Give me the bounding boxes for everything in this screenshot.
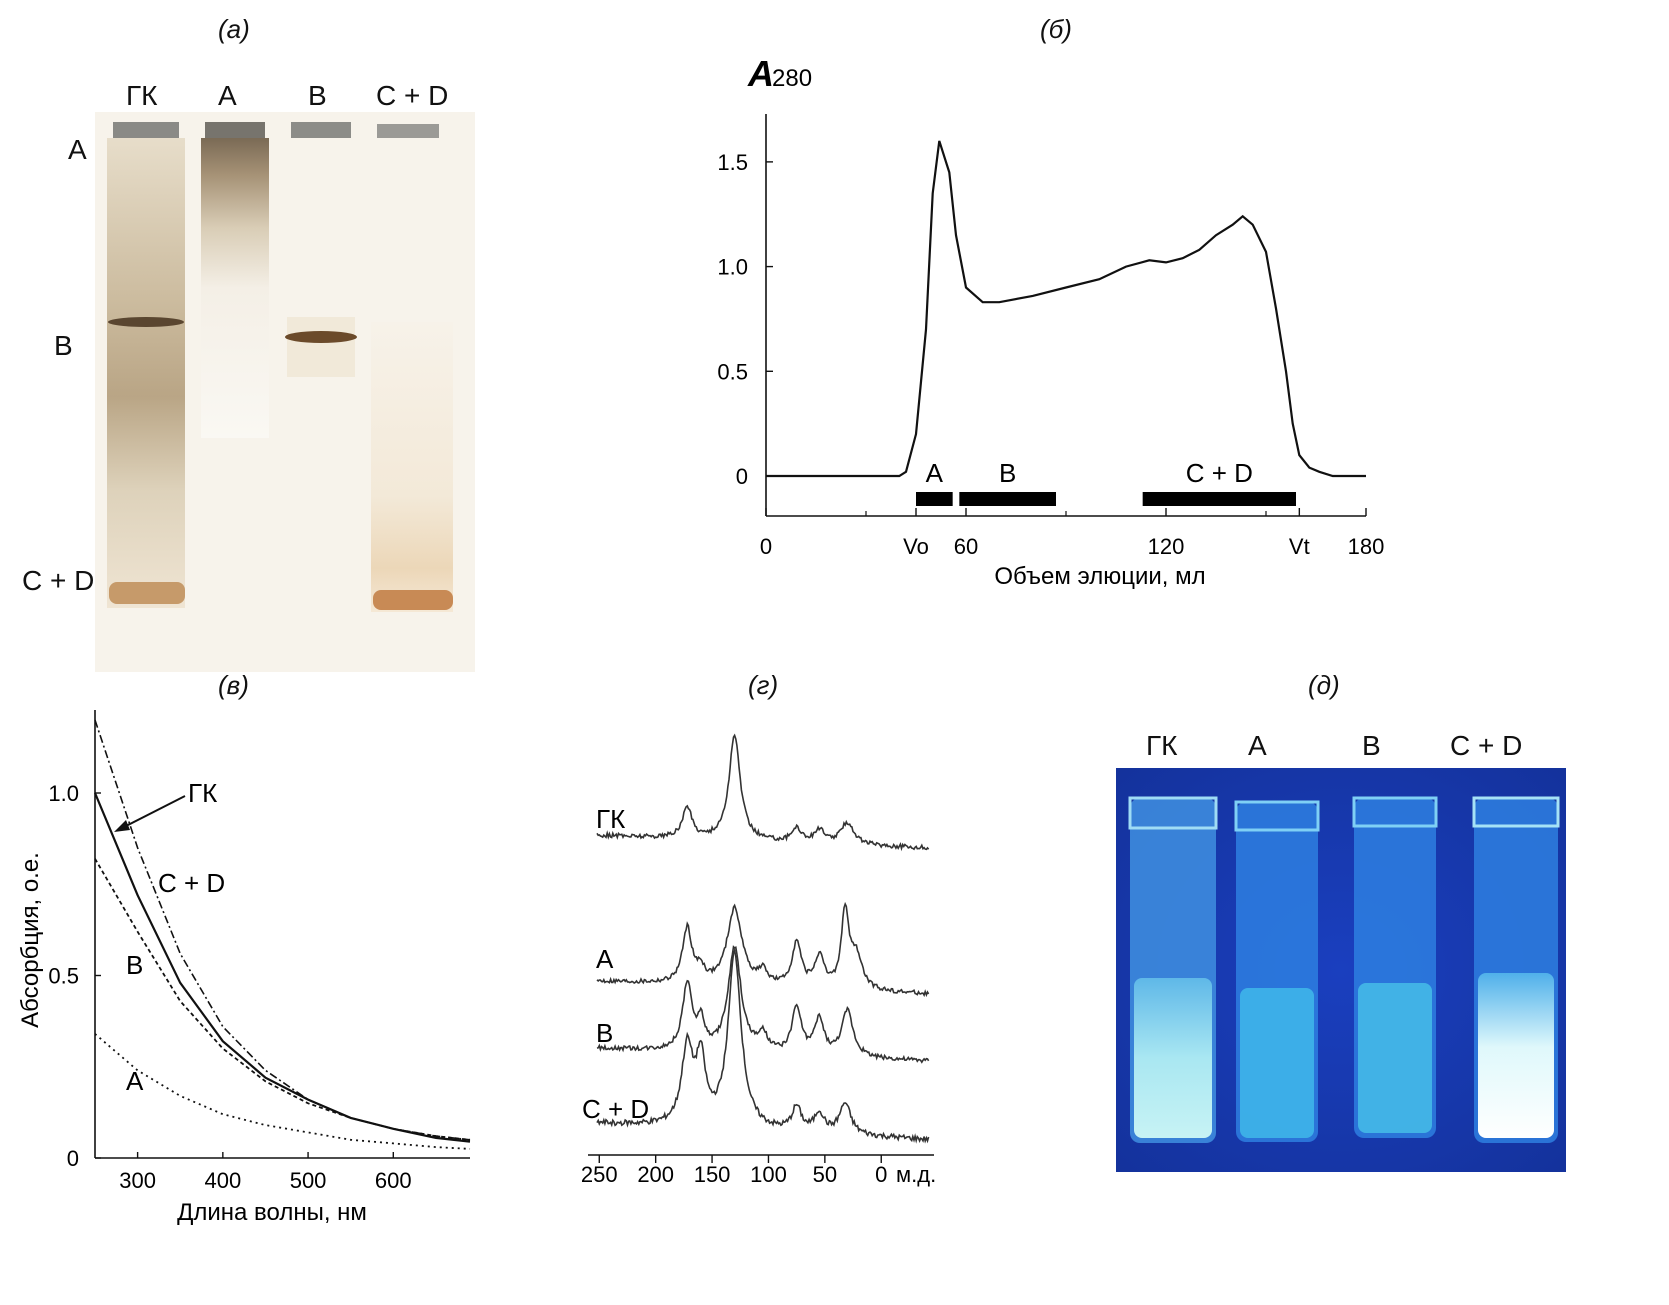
chromatogram-y-tick-label: 1.5 (717, 150, 748, 175)
cuvette-photo (1116, 768, 1566, 1172)
nmr-label-cd: C + D (582, 1094, 649, 1124)
chromatogram-x-tick-label: 0 (760, 534, 772, 559)
chromatogram-x-tick-label: 60 (954, 534, 978, 559)
gel-band-gk-cd (109, 582, 185, 604)
chromatogram-xlabel: Объем элюции, мл (994, 563, 1205, 590)
panel-label-b: (б) (1040, 14, 1072, 44)
absorption-label-b: B (126, 950, 143, 980)
gel-lane-a (201, 138, 269, 438)
gel-lane-b (287, 317, 355, 377)
gel-row-label-b: B (54, 330, 73, 361)
chromatogram-fraction-bar (959, 492, 1056, 506)
gel-well-cd (377, 124, 439, 138)
panel-label-v: (в) (218, 670, 249, 700)
gel-panel: ГК A B C + D A B C + D (0, 0, 490, 680)
absorption-label-cd: C + D (158, 868, 225, 898)
absorption-xlabel: Длина волны, нм (177, 1199, 367, 1226)
chromatogram-fraction-bar (1142, 492, 1296, 506)
absorption-series-line (94, 719, 471, 1141)
nmr-x-tick-label: 150 (694, 1162, 731, 1187)
chromatogram-fraction-bar (916, 492, 953, 506)
absorption-arrowhead (114, 820, 130, 832)
chromatogram-x-tick-label: Vt (1289, 534, 1310, 559)
absorption-chart: Абсорбция, о.е. Длина волны, нм 0 0.5 1.0 3… (17, 710, 471, 1226)
cuvette-label-cd: C + D (1450, 730, 1523, 761)
gel-lane-label-gk: ГК (126, 80, 158, 111)
cuvette-b (1352, 796, 1438, 1138)
panel-label-d: (д) (1308, 670, 1340, 700)
chromatogram-curve (766, 140, 1366, 478)
absorption-y-tick-label: 0 (67, 1146, 79, 1171)
chromatogram-x-tick-label: 120 (1148, 534, 1185, 559)
panel-label-g: (г) (748, 670, 779, 700)
chromatogram-y-tick-label: 1.0 (717, 255, 748, 280)
absorption-x-tick-label: 300 (119, 1168, 156, 1193)
nmr-spectrum-line (596, 733, 930, 852)
nmr-label-a: A (596, 944, 614, 974)
chromatogram-y-tick-label: 0.5 (717, 359, 748, 384)
chromatogram-y-tick-label: 0 (736, 464, 748, 489)
cuvette-cd (1472, 796, 1560, 1143)
chromatogram-ylabel-main: A (747, 53, 774, 94)
gel-well-gk (113, 122, 179, 138)
gel-lane-cd (371, 322, 453, 612)
nmr-spectrum-line (596, 901, 930, 998)
gel-lane-label-b: B (308, 80, 327, 111)
cuvette-label-b: B (1362, 730, 1381, 761)
chromatogram-fraction-label: C + D (1186, 458, 1253, 488)
gel-image (95, 112, 475, 672)
chromatogram-fraction-label: B (999, 458, 1016, 488)
nmr-label-gk: ГК (596, 804, 625, 834)
chromatogram-ylabel-sub: 280 (772, 65, 812, 92)
chromatogram-x-tick-label: Vo (903, 534, 929, 559)
absorption-series-line (94, 858, 471, 1141)
gel-lane-label-a: A (218, 80, 237, 111)
nmr-unit: м.д. (896, 1162, 936, 1187)
gel-row-label-a: A (68, 134, 87, 165)
absorption-ylabel: Абсорбция, о.е. (17, 852, 44, 1028)
cuvette-label-a: A (1248, 730, 1267, 761)
cuvette-gk (1128, 796, 1218, 1143)
gel-band-cd-cd (373, 590, 453, 610)
absorption-label-gk: ГК (188, 778, 217, 808)
gel-lane-label-cd: C + D (376, 80, 449, 111)
nmr-x-tick-label: 50 (813, 1162, 837, 1187)
nmr-x-tick-label: 0 (875, 1162, 887, 1187)
absorption-series-line (94, 1033, 471, 1150)
absorption-arrow-gk (121, 795, 186, 829)
gel-band-b-b (285, 331, 357, 343)
gel-band-gk-b (108, 317, 184, 327)
nmr-spectrum-line (596, 945, 930, 1064)
cuvette-panel: ГК A B C + D (1100, 720, 1660, 1180)
absorption-x-tick-label: 500 (290, 1168, 327, 1193)
gel-well-b (291, 122, 351, 138)
absorption-x-tick-label: 600 (375, 1168, 412, 1193)
nmr-chart: ГК A B C + D 250 200 150 100 50 0 м.д. (581, 733, 936, 1187)
absorption-y-tick-label: 0.5 (48, 964, 79, 989)
nmr-x-tick-label: 100 (750, 1162, 787, 1187)
chromatogram-x-tick-label: 180 (1348, 534, 1385, 559)
cuvette-label-gk: ГК (1146, 730, 1178, 761)
panel-label-a: (а) (218, 14, 250, 44)
nmr-spectrum-line (596, 947, 930, 1144)
gel-row-label-cd: C + D (22, 565, 95, 596)
absorption-x-tick-label: 400 (204, 1168, 241, 1193)
gel-well-a (205, 122, 265, 138)
nmr-x-tick-label: 200 (637, 1162, 674, 1187)
cuvette-a (1234, 800, 1320, 1142)
absorption-label-a: A (126, 1066, 144, 1096)
absorption-y-tick-label: 1.0 (48, 781, 79, 806)
chromatogram-chart: A 280 0 0.5 1.0 1.5 0 Vo 60 120 Vt 180 A B C + D Об… (717, 53, 1385, 590)
chromatogram-fraction-label: A (926, 458, 944, 488)
nmr-x-tick-label: 250 (581, 1162, 618, 1187)
gel-lane-gk (107, 138, 185, 608)
nmr-label-b: B (596, 1018, 613, 1048)
